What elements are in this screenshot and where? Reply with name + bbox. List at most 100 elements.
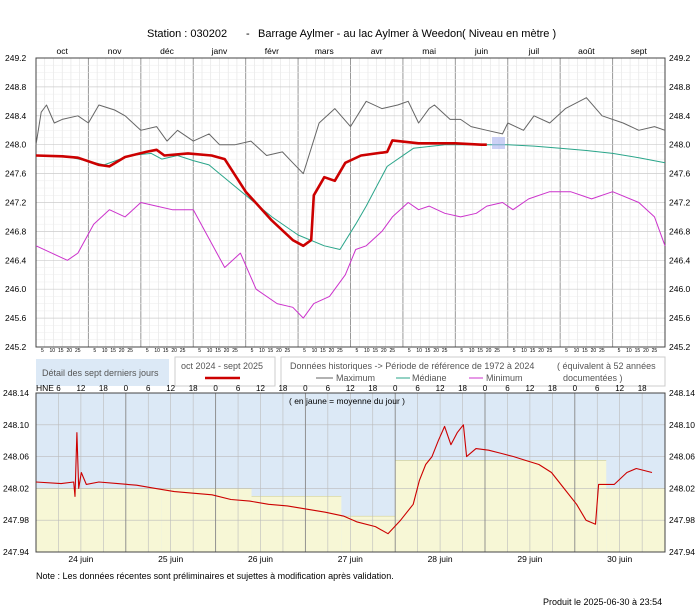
minimum-line [35,191,666,319]
hour-label: 6 [505,384,510,393]
bottom-chart-frame [35,392,666,553]
day-label: 29 juin [517,554,542,564]
month-label: oct [57,46,69,56]
day-tick-label: 20 [329,348,335,354]
month-label: mars [315,46,334,56]
hour-label: 0 [573,384,578,393]
day-tick-label: 15 [582,348,588,354]
day-tick-label: 20 [486,348,492,354]
y-tick-label-left: 248.0 [5,140,27,150]
day-tick-label: 10 [154,348,160,354]
hour-label: 18 [548,384,557,393]
y-tick-label-right: 248.4 [669,111,691,121]
hour-label: 6 [56,384,61,393]
day-tick-label: 15 [477,348,483,354]
day-tick-label: 10 [102,348,108,354]
day-tick-label: 10 [312,348,318,354]
day-tick-label: 5 [408,348,411,354]
day-tick-label: 5 [251,348,254,354]
day-tick-label: 5 [93,348,96,354]
recent-days-box [36,359,169,386]
hour-label: 18 [458,384,467,393]
daily-mean-band [485,460,607,552]
y-tick-label-right: 245.2 [669,342,691,352]
day-tick-label: 5 [618,348,621,354]
day-tick-label: 20 [171,348,177,354]
day-label: 28 juin [428,554,453,564]
day-tick-label: 15 [215,348,221,354]
day-tick-label: 20 [433,348,439,354]
hour-label: 12 [525,384,534,393]
equivalent-label: ( équivalent à 52 années documentées ) [557,361,656,383]
svg-text:( équivalent à 52 années: ( équivalent à 52 années [557,361,656,371]
month-label: août [578,46,595,56]
historic-legend-box [280,356,666,387]
header-separator: - [246,28,250,40]
y-tick-label-right: 247.6 [669,169,691,179]
day-tick-label: 25 [442,348,448,354]
top-chart-grid [36,57,665,348]
day-tick-label: 20 [591,348,597,354]
y-tick-label-right: 247.94 [669,547,695,557]
month-label: juil [528,46,540,56]
day-tick-label: 20 [67,348,73,354]
month-label: févr [265,46,279,56]
day-tick-label: 10 [574,348,580,354]
day-tick-label: 10 [521,348,527,354]
day-tick-label: 15 [320,348,326,354]
day-tick-label: 5 [303,348,306,354]
y-tick-label-left: 248.4 [5,111,27,121]
y-tick-label-right: 247.98 [669,515,695,525]
y-tick-label-left: 248.10 [3,420,29,430]
hour-label: 12 [256,384,265,393]
day-tick-label: 10 [259,348,265,354]
y-tick-label-left: 245.2 [5,342,27,352]
day-tick-label: 20 [119,348,125,354]
recent-days-label: Détail des sept derniers jours [42,368,159,378]
y-tick-label-right: 249.2 [669,53,691,63]
top-chart-frame [35,57,666,348]
y-tick-label-left: 246.8 [5,226,27,236]
median-legend-label: Médiane [412,373,447,383]
month-label: avr [371,46,383,56]
y-tick-label-right: 246.0 [669,284,691,294]
month-label: mai [422,46,436,56]
y-tick-label-left: 247.6 [5,169,27,179]
maximum-line [35,97,666,175]
hour-label: 0 [393,384,398,393]
y-tick-label-left: 248.8 [5,82,27,92]
day-tick-label: 15 [268,348,274,354]
day-tick-label: 5 [41,348,44,354]
month-label: nov [108,46,122,56]
month-label: janv [211,46,228,56]
max-legend-label: Maximum [336,373,375,383]
y-tick-label-right: 246.8 [669,226,691,236]
day-tick-label: 20 [538,348,544,354]
y-tick-label-left: 249.2 [5,53,27,63]
day-tick-label: 10 [364,348,370,354]
y-tick-label-right: 248.02 [669,483,695,493]
day-tick-label: 15 [163,348,169,354]
day-tick-label: 20 [276,348,282,354]
day-label: 27 juin [338,554,363,564]
hour-label: 12 [436,384,445,393]
day-tick-label: 25 [180,348,186,354]
day-tick-label: 10 [416,348,422,354]
day-tick-label: 20 [643,348,649,354]
y-tick-label-left: 246.0 [5,284,27,294]
day-label: 25 juin [158,554,183,564]
station-code: Station : 030202 [147,28,227,40]
recent-level-line [35,424,653,535]
day-tick-label: 15 [425,348,431,354]
day-tick-label: 25 [652,348,658,354]
hour-label: 12 [615,384,624,393]
month-label: déc [160,46,174,56]
day-tick-label: 20 [381,348,387,354]
day-tick-label: 25 [127,348,133,354]
day-tick-label: 15 [530,348,536,354]
hour-label: 6 [595,384,600,393]
day-tick-label: 10 [207,348,213,354]
current-legend-label: oct 2024 - sept 2025 [181,361,263,371]
